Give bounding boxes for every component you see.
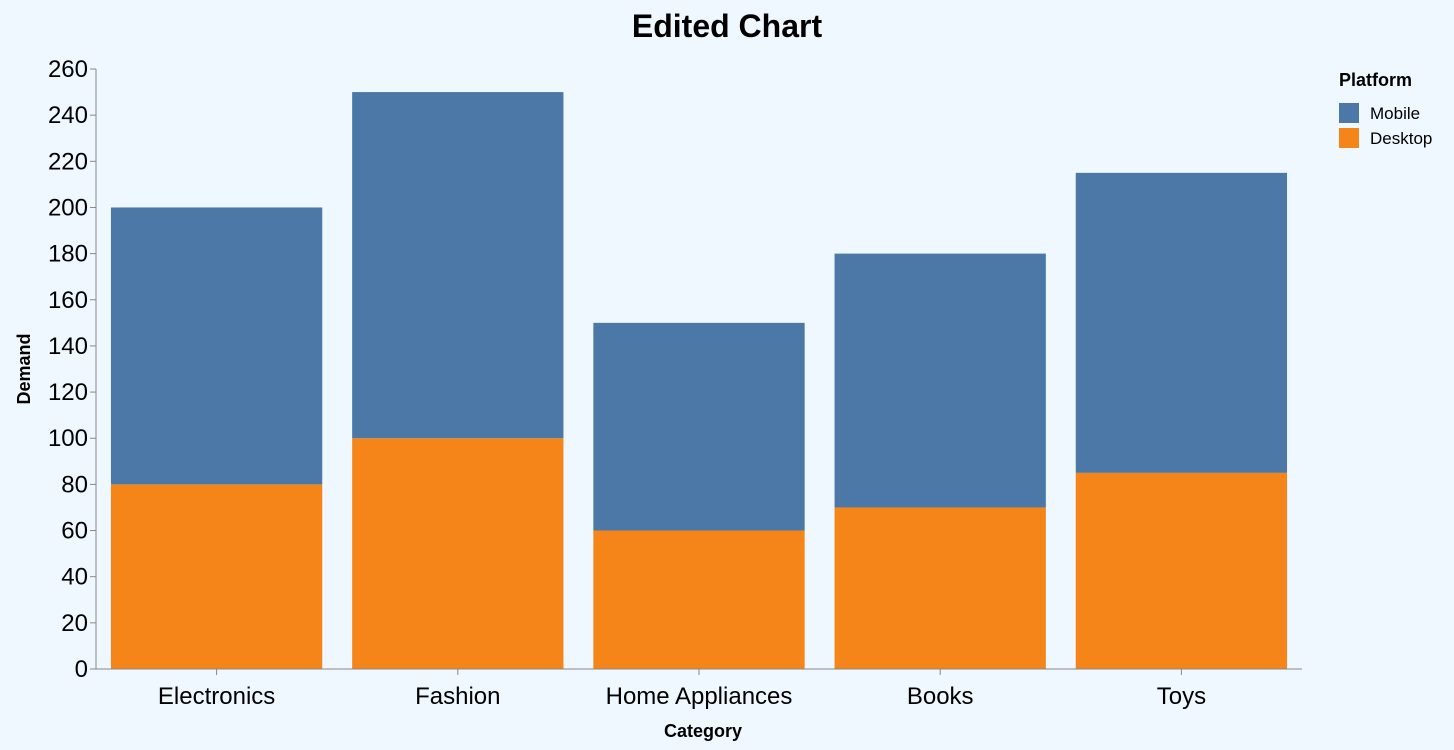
legend-label-desktop: Desktop [1370, 129, 1432, 148]
bar-desktop-toys [1075, 472, 1288, 669]
y-tick-label: 40 [61, 564, 88, 591]
bar-mobile-toys [1075, 172, 1288, 473]
bar-mobile-fashion [352, 92, 564, 439]
y-tick-label: 140 [48, 333, 88, 360]
y-tick-label: 180 [48, 241, 88, 268]
legend-swatch-mobile [1339, 103, 1359, 123]
bar-desktop-home-appliances [593, 530, 805, 669]
y-tick-label: 260 [48, 56, 88, 83]
x-axis-title: Category [664, 721, 742, 741]
y-tick-label: 240 [48, 102, 88, 129]
y-tick-label: 220 [48, 148, 88, 175]
y-tick-label: 0 [75, 656, 88, 683]
bar-mobile-home-appliances [593, 322, 805, 531]
legend-label-mobile: Mobile [1370, 104, 1420, 123]
x-tick-label: Books [907, 683, 974, 710]
y-tick-label: 160 [48, 287, 88, 314]
bar-mobile-electronics [110, 207, 323, 485]
y-tick-label: 120 [48, 379, 88, 406]
y-tick-label: 100 [48, 425, 88, 452]
x-tick-label: Home Appliances [606, 683, 793, 710]
legend-swatch-desktop [1339, 128, 1359, 148]
y-tick-label: 20 [61, 610, 88, 637]
bars-group [110, 92, 1288, 669]
legend: Platform Mobile Desktop [1339, 70, 1432, 148]
legend-title: Platform [1339, 70, 1412, 90]
y-tick-label: 80 [61, 471, 88, 498]
x-tick-label: Toys [1157, 683, 1206, 710]
bar-mobile-books [834, 253, 1046, 508]
chart-title: Edited Chart [632, 8, 823, 44]
x-tick-label: Fashion [415, 683, 500, 710]
y-tick-label: 60 [61, 518, 88, 545]
x-axis: Electronics Fashion Home Appliances Books To… [96, 668, 1302, 710]
y-axis: 0 20 40 60 80 100 120 140 160 180 200 220 240 260 [48, 56, 97, 683]
bar-desktop-electronics [110, 484, 323, 669]
x-tick-label: Electronics [158, 683, 275, 710]
bar-desktop-fashion [352, 438, 564, 669]
y-tick-label: 200 [48, 194, 88, 221]
bar-desktop-books [834, 507, 1046, 669]
y-axis-title: Demand [14, 333, 34, 404]
